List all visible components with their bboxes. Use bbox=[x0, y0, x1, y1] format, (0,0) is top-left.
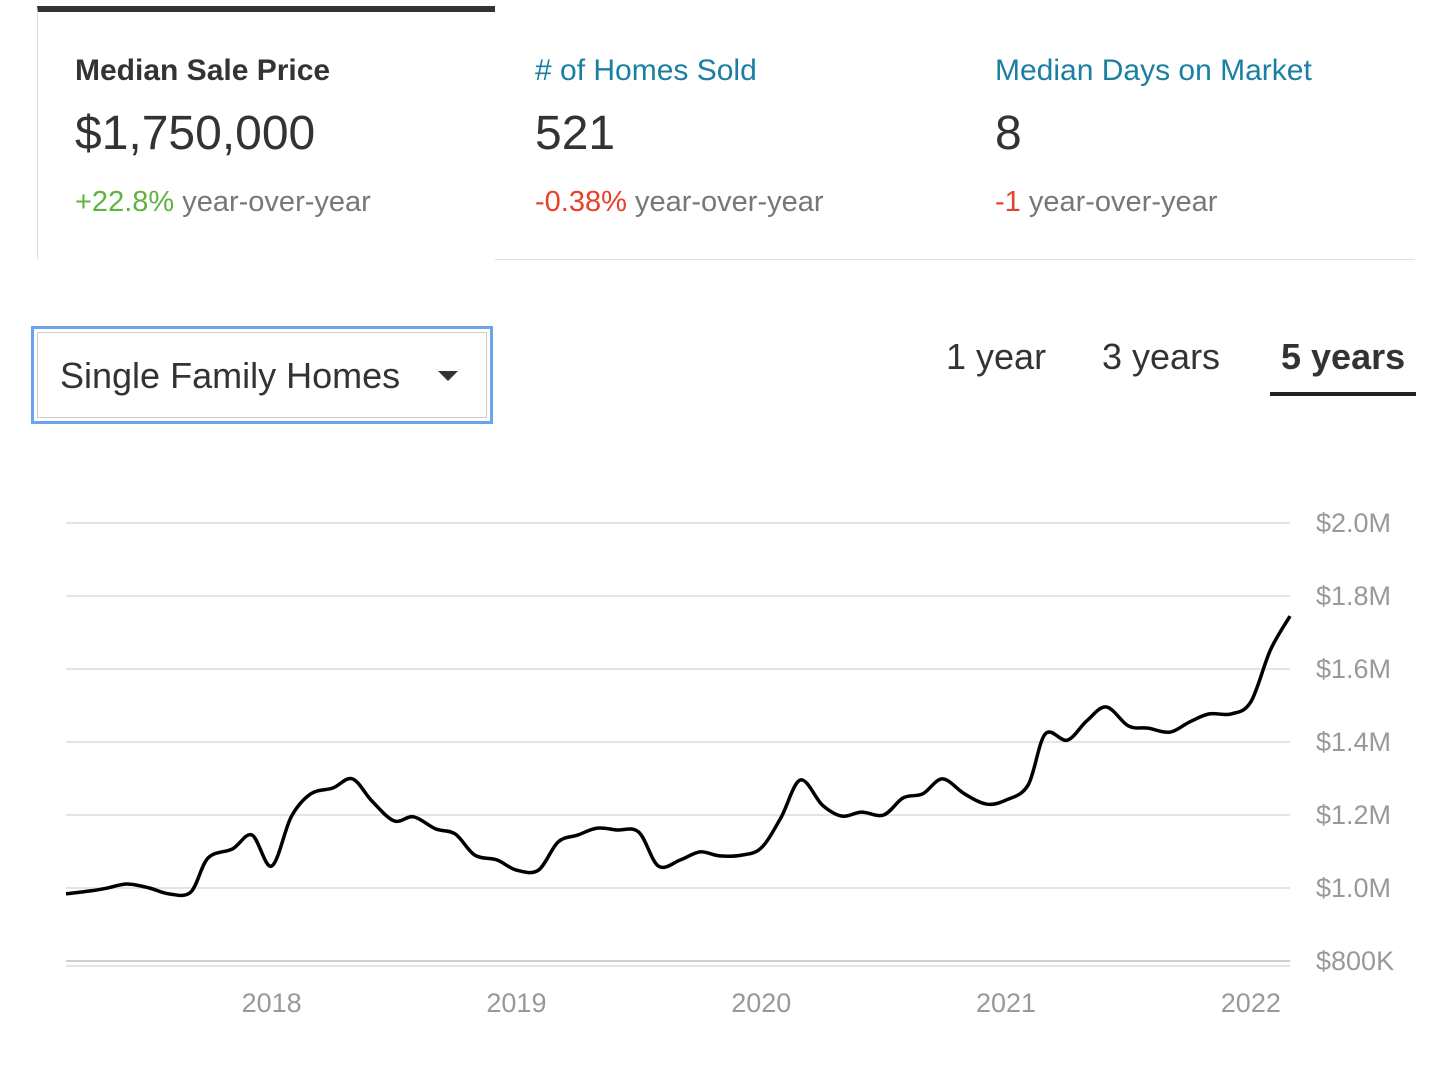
dropdown-caret bbox=[438, 371, 458, 381]
stat-value: 8 bbox=[995, 107, 1022, 160]
stat-change: -0.38% bbox=[535, 186, 627, 218]
x-tick-label: 2019 bbox=[486, 988, 546, 1018]
stat-change: +22.8% bbox=[75, 186, 175, 218]
stat-label: # of Homes Sold bbox=[535, 54, 757, 87]
stat-card[interactable]: Median Days on Market 8 -1 year-over-yea… bbox=[995, 6, 1415, 259]
stat-change-suffix: year-over-year bbox=[634, 186, 824, 218]
y-tick-label: $800K bbox=[1316, 946, 1394, 976]
card-divider bbox=[495, 259, 1415, 260]
y-tick-label: $1.0M bbox=[1316, 873, 1391, 903]
price-line bbox=[65, 615, 1292, 898]
y-tick-label: $1.4M bbox=[1316, 727, 1391, 757]
stat-label: Median Sale Price bbox=[75, 54, 331, 87]
stat-change: -1 bbox=[995, 186, 1021, 218]
stat-value: $1,750,000 bbox=[75, 107, 316, 160]
stat-card[interactable]: Median Sale Price $1,750,000 +22.8% year… bbox=[37, 6, 495, 259]
y-tick-label: $2.0M bbox=[1316, 508, 1391, 538]
y-tick-label: $1.8M bbox=[1316, 581, 1391, 611]
stat-change-suffix: year-over-year bbox=[182, 186, 371, 218]
range-underline bbox=[1270, 392, 1416, 396]
y-tick-label: $1.6M bbox=[1316, 654, 1391, 684]
stat-card[interactable]: # of Homes Sold 521 -0.38% year-over-yea… bbox=[535, 6, 955, 259]
x-tick-label: 2022 bbox=[1221, 988, 1281, 1018]
x-tick-label: 2021 bbox=[976, 988, 1036, 1018]
property-type-dropdown[interactable]: Single Family Homes bbox=[31, 326, 493, 424]
stat-label: Median Days on Market bbox=[995, 54, 1312, 87]
stat-change-suffix: year-over-year bbox=[1028, 186, 1218, 218]
dropdown-inner bbox=[37, 332, 487, 418]
y-tick-label: $1.2M bbox=[1316, 800, 1391, 830]
range-option[interactable]: 1 year bbox=[946, 336, 1047, 377]
dropdown-value: Single Family Homes bbox=[60, 355, 401, 396]
x-tick-label: 2018 bbox=[242, 988, 302, 1018]
stat-value: 521 bbox=[535, 107, 616, 160]
x-tick-label: 2020 bbox=[731, 988, 791, 1018]
range-option[interactable]: 3 years bbox=[1102, 336, 1221, 377]
range-option[interactable]: 5 years bbox=[1281, 336, 1406, 377]
